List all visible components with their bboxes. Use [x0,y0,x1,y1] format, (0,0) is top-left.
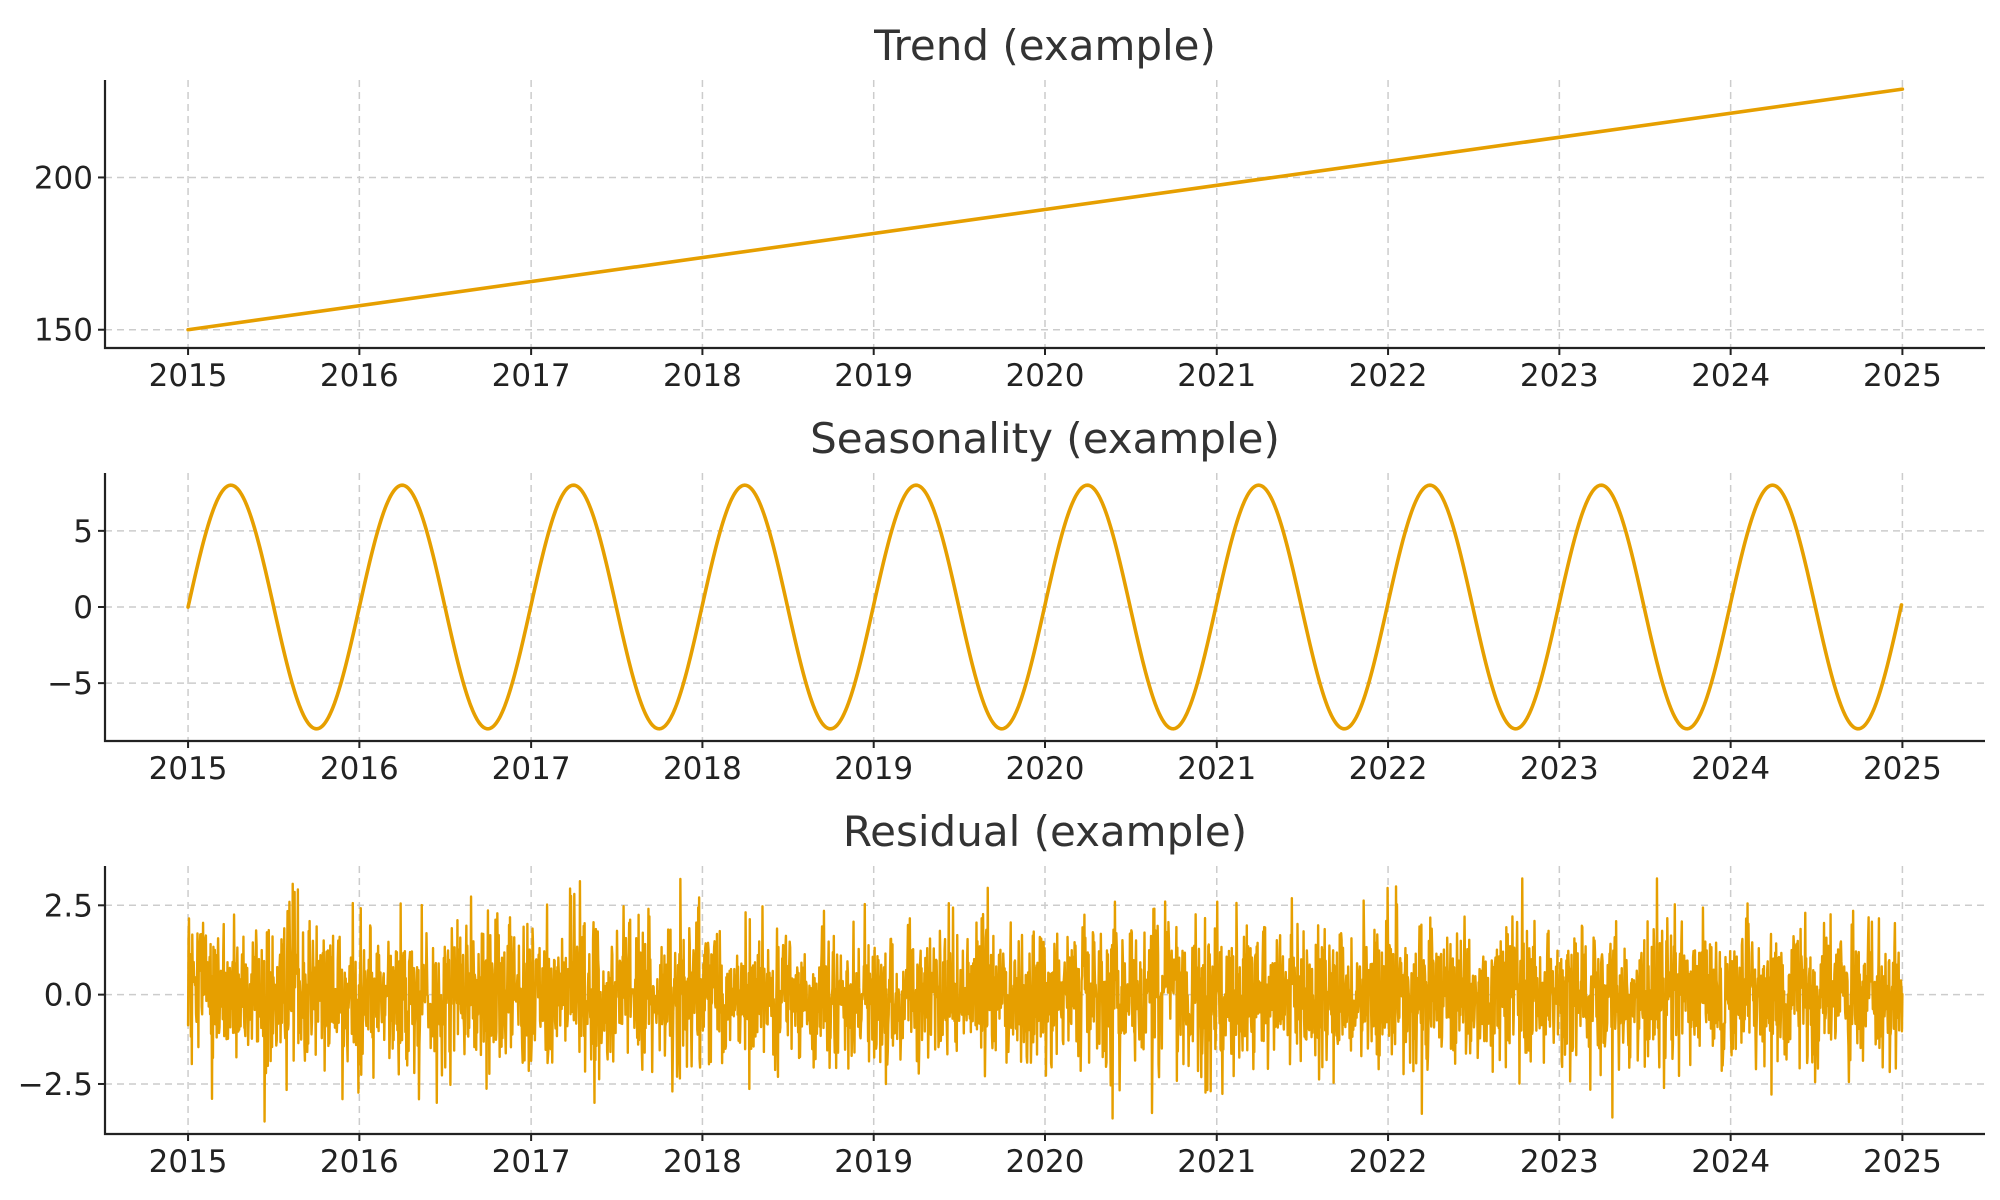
x-tick-label: 2022 [1349,358,1428,394]
x-tick-label: 2021 [1177,751,1256,787]
panel-2: Seasonality (example) 2015 2016 2017 2018 201… [47,414,1985,787]
x-tick-label: 2025 [1863,1144,1942,1180]
series-line [186,877,1904,1123]
y-tick-label: 0 [73,590,93,626]
x-tick-label: 2015 [149,1144,228,1180]
x-tick-label: 2025 [1863,358,1942,394]
x-tick-label: 2022 [1349,751,1428,787]
y-tick-label: 150 [34,313,93,349]
x-tick-label: 2023 [1520,358,1599,394]
panel-title: Seasonality (example) [810,414,1280,463]
x-tick-label: 2021 [1177,1144,1256,1180]
axis-spines [103,473,1985,743]
x-tick-label: 2016 [320,751,399,787]
panel-3: Residual (example) 2015 2016 2017 2018 2019 20… [18,807,1985,1180]
x-tick-label: 2022 [1349,1144,1428,1180]
panel-title: Residual (example) [843,807,1247,856]
series-line [186,483,1904,731]
x-tick-label: 2023 [1520,1144,1599,1180]
x-tick-label: 2016 [320,358,399,394]
axis-spines [103,866,1985,1136]
x-tick-label: 2016 [320,1144,399,1180]
x-tick-label: 2024 [1691,358,1770,394]
y-tick-label: −2.5 [18,1067,93,1103]
x-tick-label: 2019 [834,358,913,394]
y-tick-label: 200 [34,160,93,196]
y-tick-label: 0.0 [44,978,93,1014]
x-tick-label: 2019 [834,751,913,787]
x-tick-label: 2020 [1006,1144,1085,1180]
x-tick-label: 2018 [663,358,742,394]
x-tick-label: 2025 [1863,751,1942,787]
y-tick-label: 5 [73,514,93,550]
x-tick-label: 2018 [663,1144,742,1180]
panel-1: Trend (example) 2015 2016 2017 2018 2019 2020 2… [34,21,1985,394]
series-line [186,87,1905,332]
x-tick-label: 2021 [1177,358,1256,394]
x-tick-label: 2015 [149,751,228,787]
x-tick-label: 2023 [1520,751,1599,787]
panel-title: Trend (example) [873,21,1216,70]
x-tick-label: 2019 [834,1144,913,1180]
axis-spines [103,80,1985,350]
x-tick-label: 2018 [663,751,742,787]
x-tick-label: 2024 [1691,751,1770,787]
x-tick-label: 2015 [149,358,228,394]
x-tick-label: 2020 [1006,358,1085,394]
x-tick-label: 2017 [492,358,571,394]
x-tick-label: 2017 [492,751,571,787]
y-tick-label: 2.5 [44,888,93,924]
x-tick-label: 2020 [1006,751,1085,787]
y-tick-label: −5 [47,666,93,702]
x-tick-label: 2024 [1691,1144,1770,1180]
x-tick-label: 2017 [492,1144,571,1180]
